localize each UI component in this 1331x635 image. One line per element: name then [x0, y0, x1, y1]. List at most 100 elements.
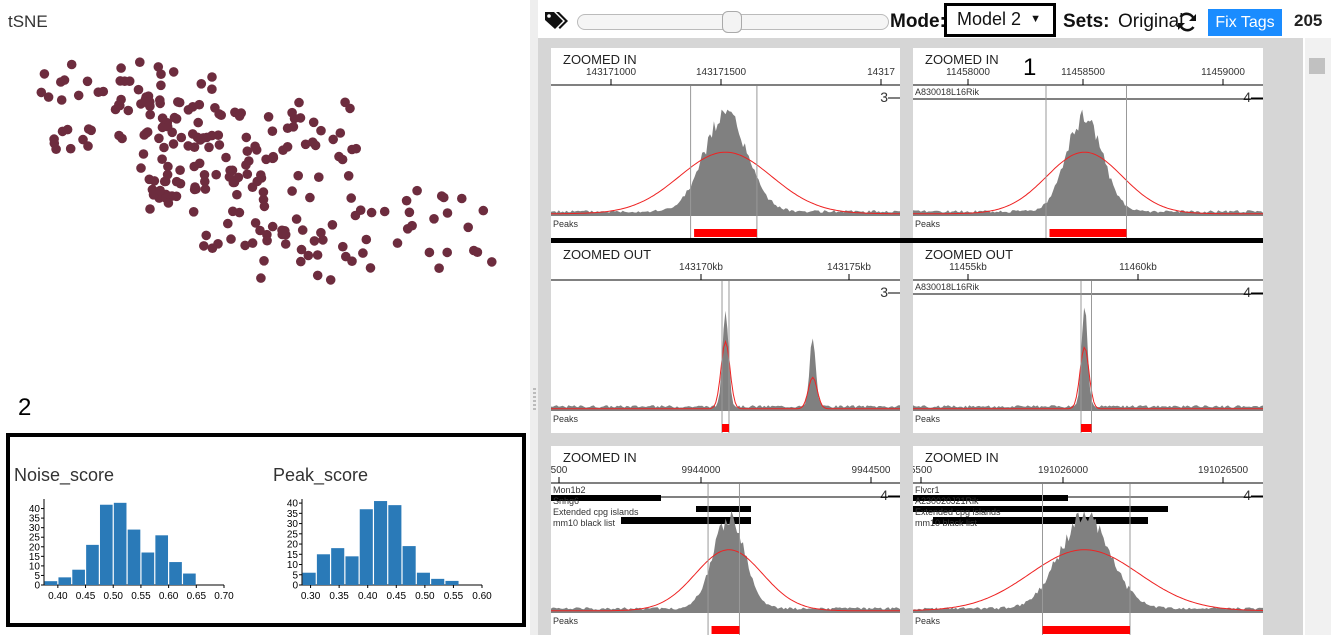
tsne-point[interactable]: [294, 97, 304, 108]
hist-bar[interactable]: [86, 544, 99, 585]
tsne-point[interactable]: [168, 139, 179, 149]
tsne-point[interactable]: [117, 133, 127, 144]
tsne-point[interactable]: [267, 126, 278, 136]
tsne-point[interactable]: [316, 125, 326, 136]
tsne-point[interactable]: [401, 195, 412, 206]
tsne-point[interactable]: [199, 241, 209, 251]
tsne-point[interactable]: [327, 220, 338, 230]
tsne-point[interactable]: [412, 185, 422, 196]
tsne-point[interactable]: [214, 140, 225, 150]
tsne-point[interactable]: [259, 256, 269, 266]
tsne-point[interactable]: [337, 154, 348, 165]
tsne-point[interactable]: [223, 218, 233, 229]
hist-bar[interactable]: [445, 580, 459, 585]
hist-bar[interactable]: [416, 572, 430, 585]
tsne-point[interactable]: [175, 165, 185, 175]
tsne-point[interactable]: [335, 128, 346, 138]
tsne-point[interactable]: [365, 263, 376, 273]
tsne-point[interactable]: [404, 207, 415, 218]
tsne-point[interactable]: [193, 117, 203, 128]
tsne-point[interactable]: [133, 84, 144, 95]
tsne-point[interactable]: [268, 151, 279, 162]
tsne-point[interactable]: [153, 62, 164, 72]
tsne-point[interactable]: [318, 235, 328, 245]
tsne-point[interactable]: [66, 59, 77, 70]
tsne-point[interactable]: [282, 142, 293, 152]
tsne-point[interactable]: [83, 141, 93, 151]
gene-feature-bar[interactable]: [933, 517, 1148, 524]
tsne-point[interactable]: [188, 102, 198, 112]
hist-bar[interactable]: [302, 572, 316, 585]
tsne-point[interactable]: [308, 117, 319, 128]
tsne-point[interactable]: [424, 247, 435, 258]
tsne-point[interactable]: [155, 95, 165, 105]
hist-bar[interactable]: [431, 578, 445, 585]
peak-call-bar[interactable]: [694, 229, 757, 237]
tsne-point[interactable]: [36, 87, 47, 98]
tsne-point[interactable]: [201, 230, 211, 241]
tsne-point[interactable]: [138, 149, 149, 159]
tsne-point[interactable]: [267, 221, 278, 232]
tsne-point[interactable]: [39, 69, 50, 79]
tsne-point[interactable]: [83, 124, 94, 134]
tsne-point[interactable]: [296, 256, 306, 267]
track-panel[interactable]: ZOOMED OUT 143170kb 143175kb 3 Peaks: [551, 243, 900, 433]
tsne-point[interactable]: [157, 154, 167, 164]
zoom-slider-thumb[interactable]: [722, 11, 742, 33]
tsne-point[interactable]: [159, 176, 170, 187]
tsne-point[interactable]: [288, 122, 299, 132]
tsne-point[interactable]: [221, 152, 231, 163]
tsne-point[interactable]: [346, 193, 357, 203]
peak-call-bar[interactable]: [722, 424, 729, 432]
tsne-point[interactable]: [176, 132, 187, 143]
tsne-point[interactable]: [78, 134, 88, 145]
tsne-point[interactable]: [240, 240, 250, 251]
tsne-point[interactable]: [255, 225, 265, 236]
tsne-point[interactable]: [159, 142, 169, 153]
tsne-point[interactable]: [145, 109, 155, 120]
tsne-point[interactable]: [351, 143, 362, 154]
tsne-point[interactable]: [139, 130, 149, 140]
hist-bar[interactable]: [331, 548, 345, 585]
scrollbar[interactable]: [1305, 38, 1331, 635]
tsne-point[interactable]: [487, 257, 497, 267]
tsne-point[interactable]: [43, 92, 54, 102]
tsne-point[interactable]: [338, 241, 348, 252]
tsne-point[interactable]: [226, 234, 236, 244]
tsne-point[interactable]: [258, 187, 269, 197]
scrollbar-thumb[interactable]: [1309, 58, 1325, 74]
tsne-point[interactable]: [56, 95, 67, 105]
tsne-point[interactable]: [169, 112, 180, 123]
hist-bar[interactable]: [183, 573, 196, 585]
tsne-point[interactable]: [429, 214, 439, 224]
tsne-point[interactable]: [156, 69, 166, 79]
tsne-point[interactable]: [407, 220, 417, 231]
tsne-point[interactable]: [189, 184, 200, 195]
tsne-point[interactable]: [287, 107, 297, 118]
refresh-icon[interactable]: [1176, 11, 1198, 33]
hist-bar[interactable]: [169, 562, 182, 585]
tsne-point[interactable]: [195, 135, 206, 145]
tsne-point[interactable]: [242, 146, 253, 156]
tsne-point[interactable]: [207, 243, 218, 253]
tsne-point[interactable]: [154, 133, 164, 144]
hist-bar[interactable]: [58, 577, 72, 585]
tsne-point[interactable]: [227, 165, 238, 176]
tsne-point[interactable]: [250, 141, 260, 152]
tsne-point[interactable]: [135, 57, 145, 67]
tsne-point[interactable]: [187, 129, 198, 139]
tsne-point[interactable]: [116, 63, 126, 73]
tsne-point[interactable]: [442, 208, 453, 218]
tsne-point[interactable]: [316, 227, 326, 238]
track-panel[interactable]: ZOOMED OUT 11455kb 11460kb 4 A830018L16Rik Pe…: [913, 243, 1263, 433]
tsne-point[interactable]: [280, 239, 291, 249]
tsne-point[interactable]: [250, 218, 261, 228]
tsne-point[interactable]: [293, 170, 304, 181]
tsne-point[interactable]: [228, 206, 238, 217]
tsne-point[interactable]: [325, 275, 336, 285]
tsne-point[interactable]: [232, 189, 242, 200]
tsne-point[interactable]: [73, 90, 84, 101]
tsne-point[interactable]: [350, 210, 361, 221]
